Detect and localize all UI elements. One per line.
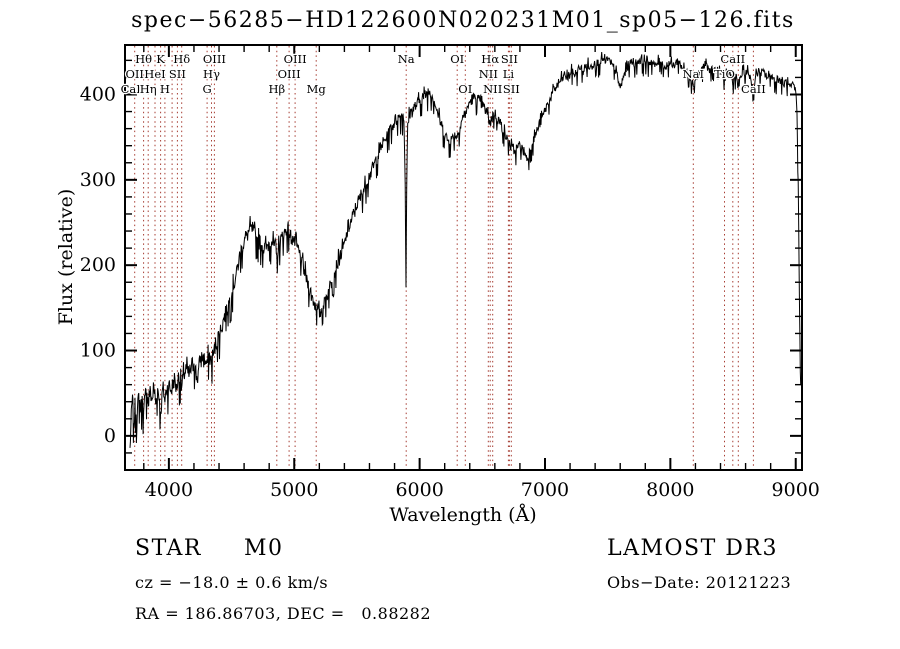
object-subclass: M0 (244, 536, 284, 561)
spectral-line-label: Hγ (203, 67, 220, 81)
axis-frame (124, 44, 803, 471)
spectral-line-label: OIII (284, 52, 307, 66)
spectral-line-label: OI (450, 52, 464, 66)
object-class: STAR (135, 536, 202, 561)
spectral-line-label: TiO (714, 67, 735, 81)
y-tick-label: 200 (80, 254, 116, 276)
spectral-line-label: Hδ (173, 52, 190, 66)
obs-date: Obs−Date: 20121223 (607, 573, 792, 592)
x-tick-label: 8000 (646, 479, 694, 501)
spectral-line-label: SII (169, 67, 186, 81)
spectral-line-label: CaII (720, 52, 745, 66)
survey-label: LAMOST DR3 (607, 536, 778, 561)
spectral-line-label: OIII (278, 67, 301, 81)
y-tick-label: 400 (80, 83, 116, 105)
spectral-line-label: OII (125, 67, 144, 81)
x-tick-label: 4000 (145, 479, 193, 501)
spectral-line-label: NII (479, 67, 498, 81)
chart-title: spec−56285−HD122600N020231M01_sp05−126.f… (131, 8, 795, 33)
x-tick-label: 9000 (772, 479, 820, 501)
object-classification: STAR M0 (135, 536, 284, 561)
y-axis-label: Flux (relative) (55, 189, 77, 326)
spectral-line-label: Hθ (135, 52, 152, 66)
y-tick-label: 0 (104, 425, 116, 447)
spectral-line-label: H (160, 82, 170, 96)
spectral-line-label: OI (458, 82, 472, 96)
spectral-line-label: SII (503, 82, 520, 96)
spectral-line-label: HeI (144, 67, 165, 81)
x-tick-label: 6000 (395, 479, 443, 501)
x-axis-label: Wavelength (Å) (389, 504, 536, 526)
spectral-line-label: G (203, 82, 212, 96)
plot-area: 4000 5000 6000 7000 8000 9000 0 100 200 300 400 CaI… (80, 44, 820, 501)
spectral-line-label: Li (503, 67, 515, 81)
spectrum-trace (129, 51, 801, 448)
spectral-line-label: Mg (307, 82, 327, 96)
ra-dec-value: RA = 186.86703, DEC = 0.88282 (135, 604, 432, 623)
spectral-line-label: CaII (121, 82, 146, 96)
cz-value: cz = −18.0 ± 0.6 km/s (135, 573, 329, 592)
spectral-line-label: SII (501, 52, 518, 66)
spectral-line-label: Hβ (268, 82, 285, 96)
spectral-line-label: Na (398, 52, 415, 66)
spectral-line-label: CaII (741, 82, 766, 96)
spectral-line-label: NII (483, 82, 502, 96)
spectral-line-label: Hη (140, 82, 157, 96)
x-tick-label: 5000 (270, 479, 318, 501)
y-tick-label: 300 (80, 169, 116, 191)
spectral-line-label: K (156, 52, 165, 66)
x-tick-label: 7000 (521, 479, 569, 501)
y-tick-label: 100 (80, 340, 116, 362)
spectral-line-label: Hα (481, 52, 499, 66)
spectral-line-label: OIII (203, 52, 226, 66)
spectrum-plot: spec−56285−HD122600N020231M01_sp05−126.f… (55, 8, 820, 526)
spectral-line-label: NaI (683, 67, 704, 81)
